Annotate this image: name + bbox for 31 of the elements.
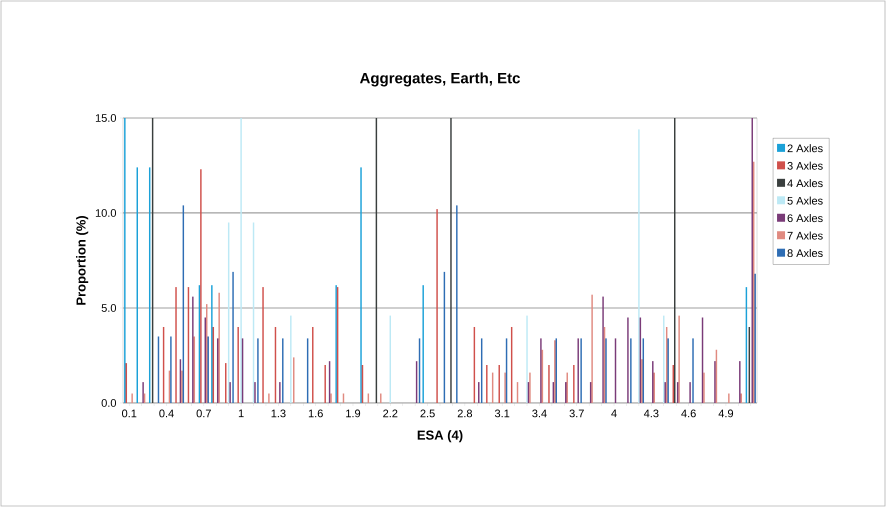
x-tick-label: 1.6 — [308, 410, 323, 418]
legend-label: 4 Axles — [787, 179, 823, 188]
legend-label: 5 Axles — [787, 196, 823, 205]
x-axis-title: ESA (4) — [418, 430, 462, 442]
x-tick-label: 0.7 — [196, 410, 211, 418]
x-tick-label: 2.2 — [383, 410, 398, 418]
y-tick-label: 5.0 — [102, 304, 116, 312]
legend-label: 2 Axles — [788, 144, 823, 152]
chart-title: Aggregates, Earth, Etc — [360, 72, 520, 86]
x-tick-label: 4 — [611, 410, 617, 418]
x-tick-label: 3.4 — [532, 410, 547, 418]
x-tick-label: 1.3 — [272, 410, 286, 418]
y-tick-label: 15.0 — [96, 114, 116, 122]
x-tick-label: 2.5 — [420, 410, 435, 418]
y-tick-label: 0.0 — [102, 399, 116, 407]
x-tick-label: 0.4 — [159, 410, 174, 418]
x-tick-label: 1 — [238, 410, 244, 418]
x-tick-label: 4.3 — [644, 410, 658, 418]
legend-label: 6 Axles — [788, 214, 823, 222]
legend-label: 7 Axles — [788, 231, 823, 240]
x-tick-label: 3.7 — [570, 410, 584, 418]
x-tick-label: 2.8 — [458, 410, 472, 418]
legend-label: 8 Axles — [788, 248, 823, 258]
y-tick-label: 10.0 — [96, 209, 116, 217]
legend-label: 3 Axles — [787, 162, 823, 170]
y-axis-title: Proportion (%) — [76, 216, 88, 305]
x-tick-label: 4.6 — [681, 410, 696, 418]
x-tick-label: 1.9 — [346, 410, 360, 418]
x-tick-label: 3.1 — [494, 410, 510, 418]
x-tick-label: 0.1 — [122, 410, 136, 418]
x-tick-label: 4.9 — [718, 410, 734, 418]
